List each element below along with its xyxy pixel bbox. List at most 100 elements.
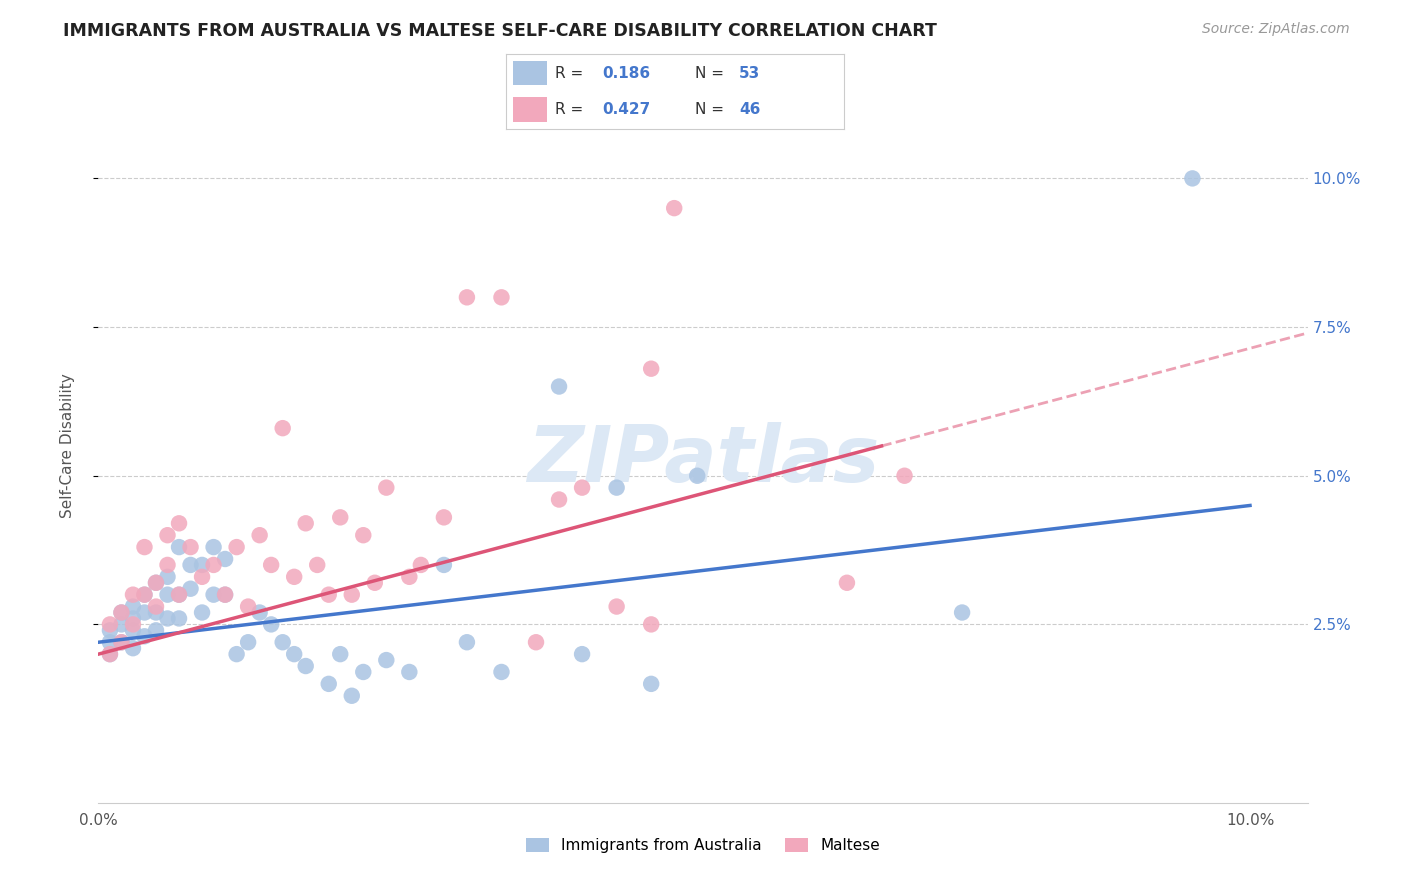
Point bbox=[398, 665, 420, 679]
Point bbox=[1181, 171, 1204, 186]
Point bbox=[340, 588, 363, 602]
Point bbox=[318, 588, 340, 602]
Point bbox=[156, 558, 179, 572]
Point bbox=[145, 575, 167, 590]
Text: R =: R = bbox=[555, 66, 583, 81]
Point bbox=[571, 481, 593, 495]
Text: R =: R = bbox=[555, 102, 583, 117]
Legend: Immigrants from Australia, Maltese: Immigrants from Australia, Maltese bbox=[520, 832, 886, 859]
Point bbox=[110, 635, 132, 649]
Point bbox=[167, 588, 190, 602]
Point bbox=[329, 647, 352, 661]
Point bbox=[145, 606, 167, 620]
Text: N =: N = bbox=[695, 66, 724, 81]
Text: 46: 46 bbox=[740, 102, 761, 117]
Point bbox=[249, 606, 271, 620]
Point bbox=[307, 558, 329, 572]
Point bbox=[318, 677, 340, 691]
Point bbox=[249, 528, 271, 542]
Point bbox=[156, 570, 179, 584]
Point bbox=[156, 588, 179, 602]
Point bbox=[283, 570, 305, 584]
Point bbox=[134, 606, 156, 620]
Point bbox=[122, 624, 145, 638]
Point bbox=[122, 599, 145, 614]
Text: Source: ZipAtlas.com: Source: ZipAtlas.com bbox=[1202, 22, 1350, 37]
Point bbox=[686, 468, 709, 483]
Text: 0.186: 0.186 bbox=[602, 66, 651, 81]
Point bbox=[352, 528, 374, 542]
Point bbox=[134, 540, 156, 554]
Point bbox=[294, 659, 316, 673]
Point bbox=[640, 617, 662, 632]
Point bbox=[214, 552, 236, 566]
Point bbox=[433, 510, 456, 524]
Point bbox=[134, 629, 156, 643]
Point bbox=[294, 516, 316, 531]
Point bbox=[375, 653, 398, 667]
Point bbox=[548, 492, 571, 507]
Point bbox=[606, 481, 628, 495]
Point bbox=[110, 606, 132, 620]
Point bbox=[433, 558, 456, 572]
Point bbox=[548, 379, 571, 393]
Point bbox=[398, 570, 420, 584]
Point bbox=[156, 611, 179, 625]
Point bbox=[364, 575, 387, 590]
Point bbox=[98, 617, 121, 632]
Point bbox=[329, 510, 352, 524]
Point bbox=[524, 635, 547, 649]
Point bbox=[110, 617, 132, 632]
Text: IMMIGRANTS FROM AUSTRALIA VS MALTESE SELF-CARE DISABILITY CORRELATION CHART: IMMIGRANTS FROM AUSTRALIA VS MALTESE SEL… bbox=[63, 22, 938, 40]
Point bbox=[191, 606, 214, 620]
Point bbox=[122, 641, 145, 656]
Point bbox=[98, 624, 121, 638]
Point bbox=[950, 606, 973, 620]
Point bbox=[202, 540, 225, 554]
Bar bbox=[513, 62, 547, 86]
Point bbox=[122, 588, 145, 602]
Point bbox=[110, 635, 132, 649]
Point bbox=[134, 588, 156, 602]
Point bbox=[491, 290, 513, 304]
Point bbox=[271, 635, 294, 649]
Point bbox=[202, 588, 225, 602]
Point bbox=[214, 588, 236, 602]
Point bbox=[191, 570, 214, 584]
Point bbox=[340, 689, 363, 703]
Point bbox=[456, 290, 478, 304]
Point bbox=[664, 201, 686, 215]
Point bbox=[202, 558, 225, 572]
Point bbox=[893, 468, 915, 483]
Bar bbox=[513, 97, 547, 122]
Point bbox=[640, 677, 662, 691]
Point bbox=[110, 606, 132, 620]
Point bbox=[236, 635, 259, 649]
Point bbox=[640, 361, 662, 376]
Point bbox=[122, 611, 145, 625]
Point bbox=[98, 635, 121, 649]
Point bbox=[571, 647, 593, 661]
Point bbox=[260, 617, 283, 632]
Point bbox=[167, 540, 190, 554]
Point bbox=[606, 599, 628, 614]
Point bbox=[180, 540, 202, 554]
Point bbox=[98, 647, 121, 661]
Point bbox=[236, 599, 259, 614]
Point bbox=[835, 575, 858, 590]
Point bbox=[283, 647, 305, 661]
Point bbox=[456, 635, 478, 649]
Point bbox=[167, 588, 190, 602]
Point bbox=[260, 558, 283, 572]
Point bbox=[214, 588, 236, 602]
Text: N =: N = bbox=[695, 102, 724, 117]
Point bbox=[122, 617, 145, 632]
Point bbox=[271, 421, 294, 435]
Point bbox=[167, 516, 190, 531]
Point bbox=[156, 528, 179, 542]
Point bbox=[134, 588, 156, 602]
Point bbox=[491, 665, 513, 679]
Point bbox=[180, 558, 202, 572]
Y-axis label: Self-Care Disability: Self-Care Disability bbox=[60, 374, 75, 518]
Text: ZIPatlas: ZIPatlas bbox=[527, 422, 879, 499]
